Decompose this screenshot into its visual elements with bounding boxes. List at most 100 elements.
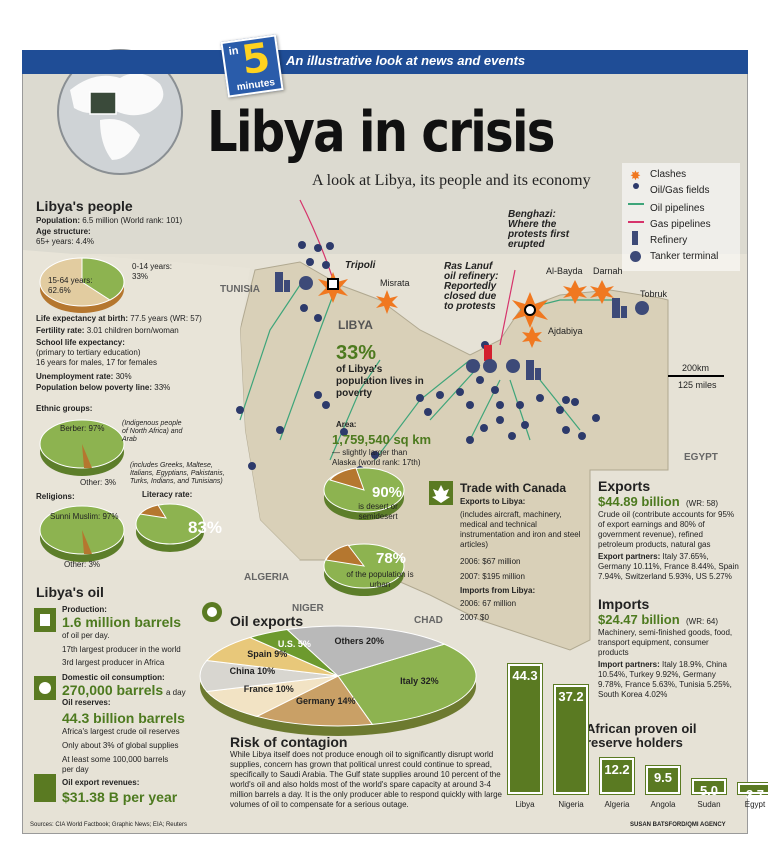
ethnic-berber: Berber: 97% <box>60 424 105 433</box>
reserves-line1: Africa's largest crude oil reserves <box>62 727 180 736</box>
unemployment-row: Unemployment rate: 30% <box>36 372 132 382</box>
bar-label-nigeria: Nigeria <box>558 800 584 809</box>
bar-angola: 9.5 <box>645 765 681 795</box>
banner <box>22 50 748 74</box>
population-value: 6.5 million (World rank: 101) <box>82 216 183 225</box>
oil-heading: Libya's oil <box>36 584 104 600</box>
oil-export-slice-others <box>286 625 446 677</box>
exports-value: $44.89 billion <box>598 494 680 509</box>
page-title: Libya in crisis <box>207 100 555 165</box>
literacy-label: Literacy rate: <box>142 490 193 499</box>
oil-gas-field-dots <box>236 241 600 474</box>
in-5-minutes-badge: in 5 minutes <box>220 34 284 98</box>
label-darnah: Darnah <box>593 266 623 276</box>
ethnic-note1: (Indigenous people of North Africa) and … <box>122 420 183 443</box>
age-pie <box>39 257 125 313</box>
canada-heading: Trade with Canada <box>460 481 567 495</box>
exports-partners: Italy 37.65%, Germany 10.11%, France 8.4… <box>598 552 739 581</box>
oil-export-label-germany: Germany 14% <box>295 696 356 707</box>
fertility-row: Fertility rate: 3.01 children born/woman <box>36 326 179 336</box>
production-label: Production: <box>62 605 107 614</box>
imports-desc: Machinery, semi-finished goods, food, tr… <box>598 628 733 657</box>
area-label: Area: <box>336 420 357 429</box>
badge-minutes: minutes <box>236 77 276 94</box>
imports-partners-label: Import partners: <box>598 660 660 669</box>
bar-value-libya: 44.3 <box>512 668 538 683</box>
rank-world: 17th largest producer in the world <box>62 645 181 654</box>
literacy-value: 83% <box>188 518 223 537</box>
banner-text: An illustrative look at news and events <box>286 53 526 68</box>
production-unit: of oil per day. <box>62 631 110 640</box>
bar-egypt: 3.7 <box>737 782 768 802</box>
label-chad: CHAD <box>414 615 443 626</box>
exports-partners-label: Export partners: <box>598 552 661 561</box>
label-benghazi: Benghazi: Where the protests first erupt… <box>508 209 570 250</box>
population-label: Population: <box>36 216 80 225</box>
canada-imports-label: Imports from Libya: <box>460 586 536 595</box>
oil-export-label-spain: Spain 9% <box>247 648 288 659</box>
reserves-line3: At least some 100,000 barrels per day <box>62 755 169 774</box>
legend-refinery: Refinery <box>650 235 688 246</box>
desert-pct: 90% <box>372 484 403 501</box>
bar-nigeria: 37.2 <box>553 683 589 795</box>
oil-export-slice-france <box>205 675 339 717</box>
exports-partners-row: Export partners: Italy 37.65%, Germany 1… <box>598 552 740 582</box>
bar-label-angola: Angola <box>650 800 676 809</box>
sources: Sources: CIA World Factbook; Graphic New… <box>30 822 187 828</box>
imports-partners: Italy 18.9%, China 10.54%, Turkey 9.92%,… <box>598 660 732 699</box>
poverty-text: of Libya's population lives in poverty <box>336 364 424 399</box>
legend-oil-gas: Oil/Gas fields <box>650 185 710 196</box>
school-label: School life expectancy: <box>36 338 125 347</box>
oil-pipeline-legend-icon <box>628 203 644 205</box>
globe <box>57 49 183 175</box>
poverty-pct: 33% <box>336 342 377 364</box>
age-label: Age structure: <box>36 227 91 236</box>
school-line2: 16 years for males, 17 for females <box>36 358 157 367</box>
reserves-label: Oil reserves: <box>62 698 111 707</box>
refinery-icons <box>275 272 627 380</box>
bar-value-egypt: 3.7 <box>745 787 765 803</box>
oil-gas-legend-icon <box>633 183 639 189</box>
map-legend: ✸ Clashes Oil/Gas fields Oil pipelines G… <box>622 163 740 271</box>
exports-desc: Crude oil (contribute accounts for 95% o… <box>598 510 735 549</box>
unemployment-label: Unemployment rate: <box>36 372 114 381</box>
religion-sunni: Sunni Muslim: 97% <box>50 512 119 521</box>
age-65: 65+ years: 4.4% <box>36 237 95 246</box>
legend-tanker: Tanker terminal <box>650 251 719 262</box>
refinery-legend-icon <box>632 231 638 245</box>
canada-i2007: 2007 $0 <box>460 613 489 622</box>
label-niger: NIGER <box>292 603 324 614</box>
reserves-line2: Only about 3% of global supplies <box>62 741 179 750</box>
urban-pie <box>323 543 405 596</box>
consumption-value: 270,000 barrels <box>62 682 164 698</box>
bar-label-algeria: Algeria <box>604 800 630 809</box>
ethnic-note2: (includes Greeks, Maltese, Italians, Egy… <box>130 462 225 485</box>
gas-pipeline-legend-icon <box>628 221 644 223</box>
age-0-14: 0-14 years: 33% <box>132 262 173 281</box>
tanker-legend-icon <box>630 251 641 262</box>
ethnic-label: Ethnic groups: <box>36 404 93 413</box>
oil-export-label-italy: Italy 32% <box>400 675 439 686</box>
imports-heading: Imports <box>598 596 650 612</box>
area-note: — slightly larger than Alaska (world ran… <box>332 448 421 467</box>
poverty-value: 33% <box>154 383 171 392</box>
life-row: Life expectancy at birth: 77.5 years (WR… <box>36 314 202 324</box>
bar-algeria: 12.2 <box>599 757 635 795</box>
fertility-label: Fertility rate: <box>36 326 85 335</box>
canada-e2006: 2006: $67 million <box>460 557 521 566</box>
oil-exports-heading: Oil exports <box>230 613 304 629</box>
revenue-label: Oil export revenues: <box>62 778 140 787</box>
neighbor-land <box>23 250 300 560</box>
population-row: Population: 6.5 million (World rank: 101… <box>36 216 182 226</box>
exports-rank: (WR: 58) <box>686 499 718 508</box>
badge-number: 5 <box>239 34 274 85</box>
oil-exports-pie <box>199 625 477 727</box>
libya-land <box>239 261 669 651</box>
contagion-heading: Risk of contagion <box>230 734 348 750</box>
age-15-64: 15-64 years: 62.6% <box>48 276 93 295</box>
oil-export-label-china: China 10% <box>229 666 276 676</box>
canada-i2006: 2006: 67 million <box>460 599 517 608</box>
life-label: Life expectancy at birth: <box>36 314 129 323</box>
label-ras-lanuf: Ras Lanuf oil refinery: Reportedly close… <box>444 261 499 312</box>
page-subtitle: A look at Libya, its people and its econ… <box>312 172 591 189</box>
